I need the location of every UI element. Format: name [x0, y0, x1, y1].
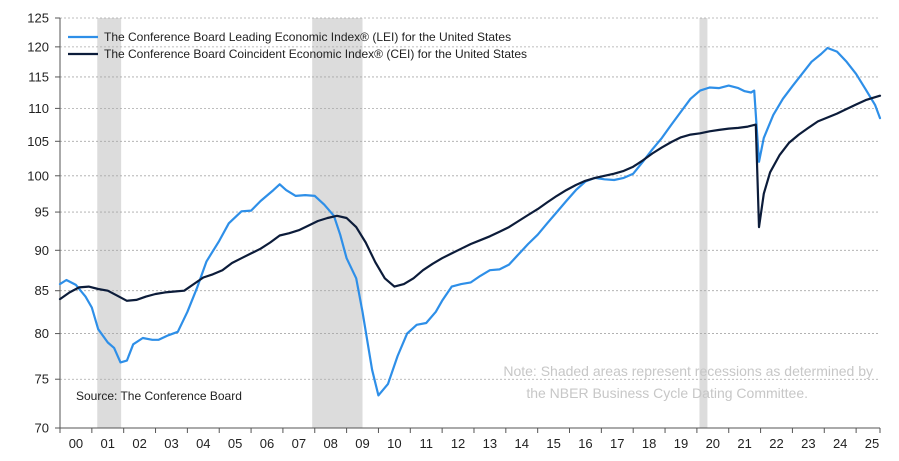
legend-label-cei: The Conference Board Coincident Economic… [104, 47, 527, 61]
note-line-1: Note: Shaded areas represent recessions … [503, 363, 873, 379]
y-tick-label-110: 110 [28, 101, 49, 116]
x-tick-label-12: 12 [451, 436, 465, 451]
note-line-2: the NBER Business Cycle Dating Committee… [526, 385, 808, 401]
series-line-cei [58, 94, 882, 302]
x-tick-label-03: 03 [164, 436, 178, 451]
series-line-lei [58, 46, 882, 397]
x-tick-label-23: 23 [801, 436, 815, 451]
y-tick-label-125: 125 [27, 11, 49, 26]
x-tick-label-08: 08 [323, 436, 337, 451]
x-tick-label-11: 11 [419, 436, 433, 451]
legend: The Conference Board Leading Economic In… [68, 30, 527, 61]
x-tick-label-14: 14 [515, 436, 529, 451]
y-tick-label-115: 115 [28, 69, 49, 84]
y-tick-label-70: 70 [35, 421, 49, 436]
x-tick-label-16: 16 [578, 436, 592, 451]
x-tick-label-01: 01 [101, 436, 115, 451]
series-layer [58, 46, 882, 397]
y-tick-label-80: 80 [35, 326, 49, 341]
x-tick-label-15: 15 [546, 436, 560, 451]
x-tick-label-25: 25 [865, 436, 879, 451]
y-tick-label-95: 95 [35, 205, 49, 220]
y-tick-label-75: 75 [35, 372, 49, 387]
axis-layer: 70 75 80 85 90 95 100 105 110 115 120 125 00 01 02 03 04… [27, 11, 881, 451]
x-tick-label-13: 13 [483, 436, 497, 451]
y-tick-label-100: 100 [27, 168, 49, 183]
x-tick-label-21: 21 [737, 436, 751, 451]
x-tick-label-19: 19 [674, 436, 688, 451]
x-tick-label-05: 05 [228, 436, 242, 451]
x-tick-label-07: 07 [292, 436, 306, 451]
recession-band-0 [97, 18, 122, 428]
x-tick-label-00: 00 [69, 436, 83, 451]
x-tick-label-20: 20 [706, 436, 720, 451]
grid-layer [60, 17, 880, 380]
x-tick-label-10: 10 [387, 436, 401, 451]
recession-band-2 [699, 18, 708, 428]
y-tick-label-105: 105 [27, 134, 49, 149]
y-tick-label-90: 90 [35, 243, 49, 258]
x-tick-label-24: 24 [833, 436, 847, 451]
x-tick-label-22: 22 [769, 436, 783, 451]
x-tick-label-18: 18 [642, 436, 656, 451]
x-tick-label-04: 04 [196, 436, 210, 451]
x-tick-label-17: 17 [610, 436, 624, 451]
legend-label-lei: The Conference Board Leading Economic In… [104, 30, 511, 44]
x-tick-label-06: 06 [260, 436, 274, 451]
y-tick-label-85: 85 [35, 283, 49, 298]
y-tick-label-120: 120 [27, 39, 49, 54]
x-tick-label-02: 02 [132, 436, 146, 451]
x-tick-label-09: 09 [355, 436, 369, 451]
source-label: Source: The Conference Board [76, 389, 242, 403]
